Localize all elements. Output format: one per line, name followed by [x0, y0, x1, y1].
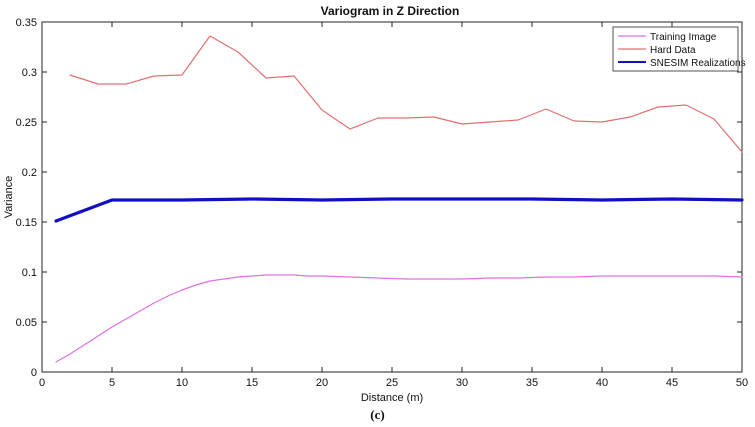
legend-label-snesim-realizations: SNESIM Realizations [650, 58, 746, 69]
x-axis-ticks: 0 5 10 15 20 25 30 35 40 45 50 [39, 22, 748, 389]
y-tick-label: 0.1 [22, 267, 37, 279]
y-tick-label: 0.2 [22, 167, 37, 179]
x-tick-label: 45 [666, 377, 678, 389]
x-axis-label: Distance (m) [361, 392, 423, 404]
series-line-snesim-realizations [54, 197, 744, 223]
series-layer [54, 35, 744, 363]
y-tick-label: 0.35 [16, 17, 37, 29]
legend-label-hard-data: Hard Data [650, 45, 696, 56]
legend-label-training-image: Training Image [650, 32, 717, 43]
x-tick-label: 30 [456, 377, 468, 389]
x-tick-label: 50 [736, 377, 748, 389]
figure-caption: (c) [370, 407, 385, 422]
x-tick-label: 35 [526, 377, 538, 389]
y-tick-label: 0.05 [16, 317, 37, 329]
legend: Training Image Hard Data SNESIM Realizat… [612, 26, 746, 72]
x-tick-label: 5 [109, 377, 115, 389]
y-axis-label: Variance [3, 176, 15, 219]
x-tick-label: 10 [176, 377, 188, 389]
x-tick-label: 0 [39, 377, 45, 389]
chart-title: Variogram in Z Direction [321, 4, 460, 18]
x-tick-label: 15 [246, 377, 258, 389]
series-line-hard-data [69, 35, 743, 153]
y-tick-label: 0.15 [16, 217, 37, 229]
y-axis-ticks: 0 0.05 0.1 0.15 0.2 0.25 0.3 0.35 [16, 17, 742, 379]
y-tick-label: 0.25 [16, 117, 37, 129]
plot-area [41, 21, 743, 373]
y-tick-label: 0 [31, 367, 37, 379]
y-tick-label: 0.3 [22, 67, 37, 79]
x-tick-label: 25 [386, 377, 398, 389]
x-tick-label: 40 [596, 377, 608, 389]
x-tick-label: 20 [316, 377, 328, 389]
series-line-training-image [55, 274, 743, 363]
